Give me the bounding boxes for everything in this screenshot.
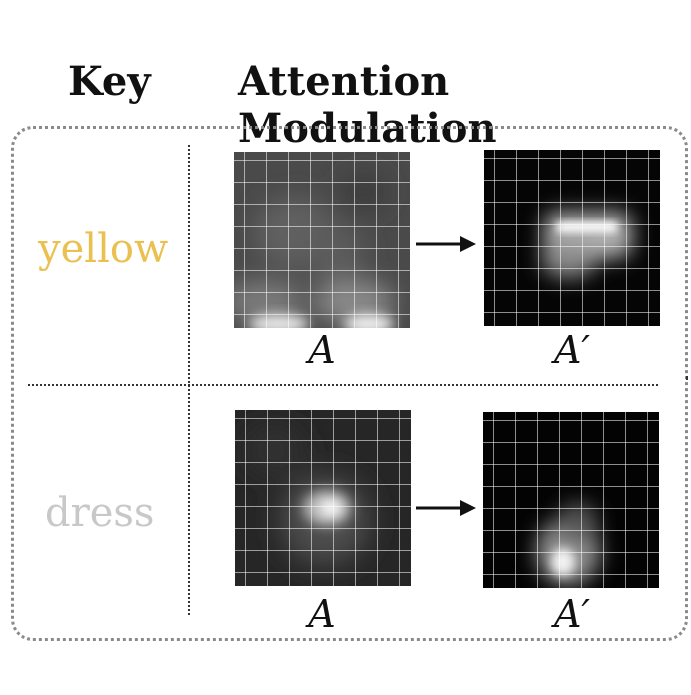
attention-map-dress-original: [235, 410, 411, 586]
attention-map-yellow-original: [234, 152, 410, 328]
keyword-yellow: yellow: [38, 226, 169, 272]
label-a-yellow: A: [308, 328, 336, 372]
label-a-prime-yellow: A′: [553, 328, 591, 372]
arrow-right-icon: [416, 236, 476, 252]
dotted-frame: [11, 126, 688, 641]
label-a-prime-dress: A′: [553, 592, 591, 636]
arrow-right-icon: [416, 500, 476, 516]
attention-map-yellow-modulated: [484, 150, 660, 326]
vertical-divider: [188, 145, 190, 615]
key-header: Key: [68, 58, 151, 105]
label-a-dress: A: [308, 592, 336, 636]
attention-map-dress-modulated: [483, 412, 659, 588]
divider-tick: [686, 376, 688, 380]
horizontal-divider: [28, 384, 658, 386]
keyword-dress: dress: [45, 490, 155, 536]
